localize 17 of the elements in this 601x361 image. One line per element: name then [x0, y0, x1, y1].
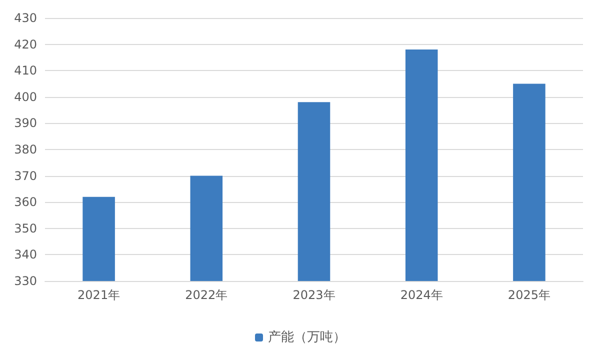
x-tick-label: 2023年 [292, 288, 336, 302]
y-tick-label: 370 [14, 168, 37, 183]
y-tick-label: 330 [14, 274, 37, 288]
y-tick-label: 410 [14, 64, 37, 78]
x-tick-label: 2025年 [508, 288, 550, 302]
x-tick-label: 2021年 [78, 288, 120, 302]
y-tick-label: 400 [14, 90, 37, 104]
y-tick-label: 350 [14, 221, 37, 236]
y-tick-label: 420 [14, 37, 37, 52]
y-tick-label: 430 [14, 11, 37, 25]
y-tick-label: 360 [14, 195, 37, 210]
x-tick-label: 2022年 [185, 288, 228, 302]
legend-label: 产能（万吨） [268, 330, 346, 345]
y-tick-label: 390 [14, 116, 37, 130]
x-tick-label: 2024年 [400, 288, 443, 302]
y-tick-label: 340 [14, 248, 37, 262]
y-tick-label: 380 [14, 142, 37, 156]
